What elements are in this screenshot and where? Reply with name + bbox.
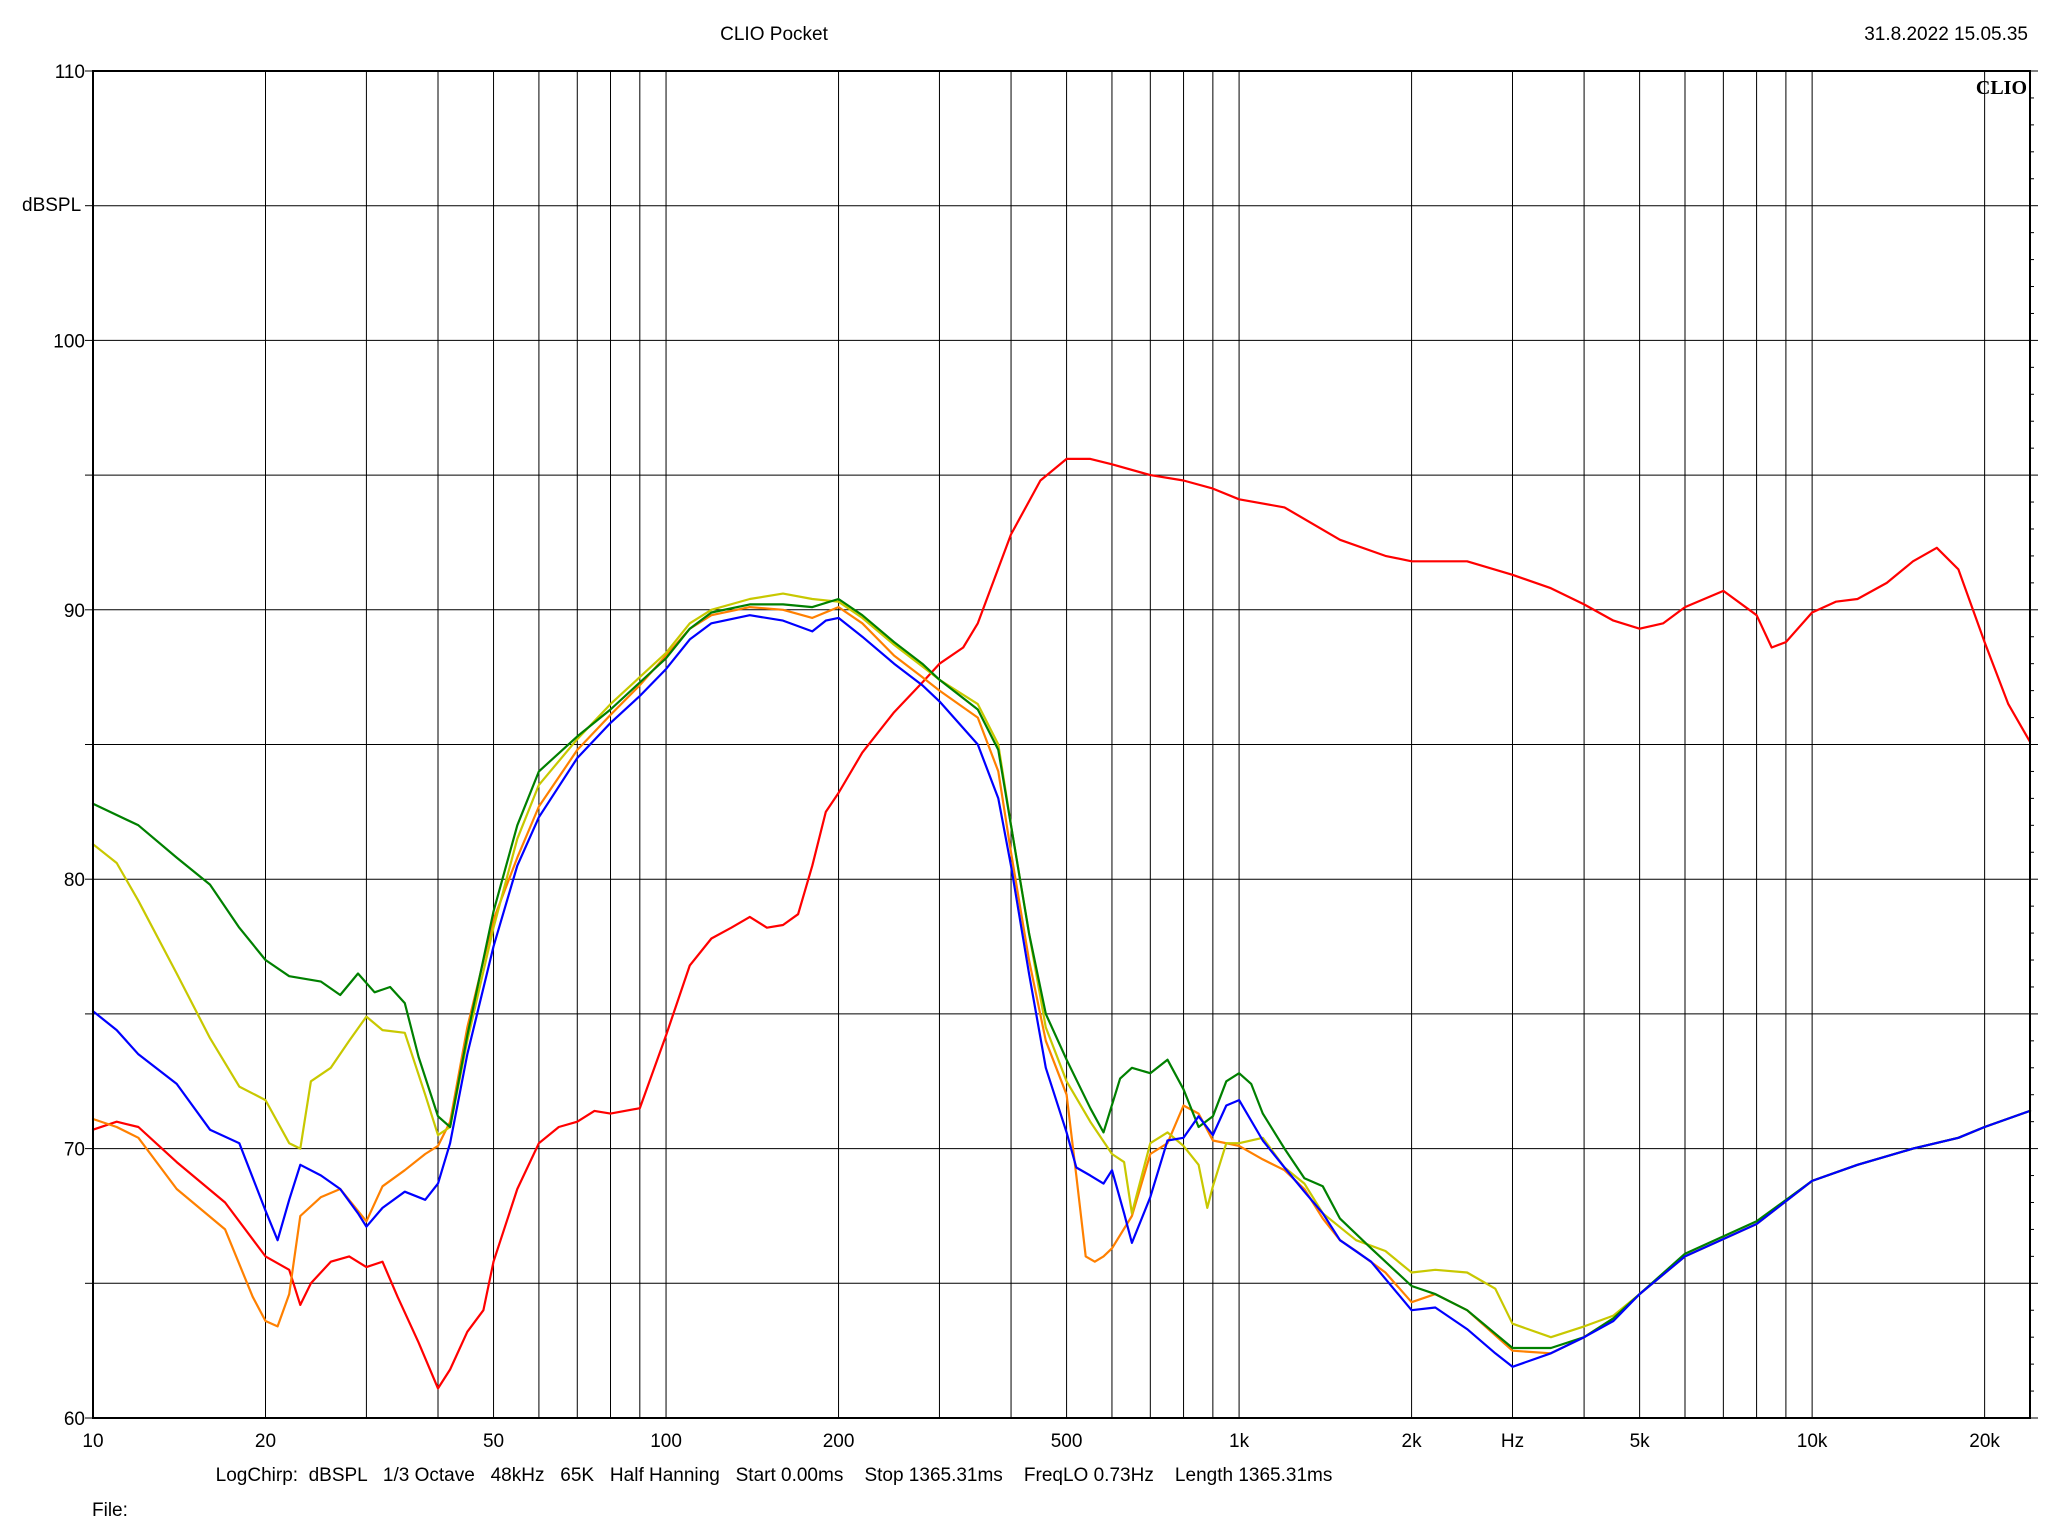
y-axis-label: dBSPL [22,195,82,216]
chart-title: CLIO Pocket [720,24,828,45]
x-tick-label: 20 [255,1431,276,1452]
y-tick-label: 100 [53,331,85,352]
major-grid [93,71,2030,1418]
x-axis-unit: Hz [1501,1431,1524,1452]
x-tick-labels: 10 20 50 100 200 500 1k 2k 5k 10k 20k [82,1431,2000,1452]
curves [91,457,2032,1390]
response-curve-4 [91,597,2032,1350]
y-tick-label: 70 [64,1140,85,1161]
x-tick-label: 10 [82,1431,103,1452]
x-tick-label: 1k [1229,1431,1250,1452]
y-tick-label: 90 [64,601,85,622]
x-tick-label: 200 [823,1431,855,1452]
y-tick-label: 110 [55,62,85,83]
file-label: File: [92,1500,128,1521]
response-curve-5 [91,614,2032,1368]
axis-ticks [85,70,2038,1419]
x-tick-label: 500 [1051,1431,1083,1452]
clio-watermark: CLIO [1976,77,2027,99]
response-curve-1 [91,457,2032,1390]
response-curve-3 [91,592,2032,1339]
y-tick-label: 60 [64,1409,85,1430]
x-tick-label: 100 [650,1431,682,1452]
measurement-settings: LogChirp: dBSPL 1/3 Octave 48kHz 65K Hal… [215,1465,1333,1486]
y-tick-label: 80 [64,870,85,891]
timestamp: 31.8.2022 15.05.35 [1864,24,2028,45]
x-tick-label: 20k [1969,1431,2000,1452]
y-tick-labels: 60 70 80 90 100 110 [53,62,85,1430]
response-curve-2 [91,605,2032,1355]
x-tick-label: 50 [483,1431,504,1452]
x-tick-label: 5k [1630,1431,1651,1452]
x-tick-label: 10k [1797,1431,1828,1452]
x-tick-label: 2k [1402,1431,1423,1452]
